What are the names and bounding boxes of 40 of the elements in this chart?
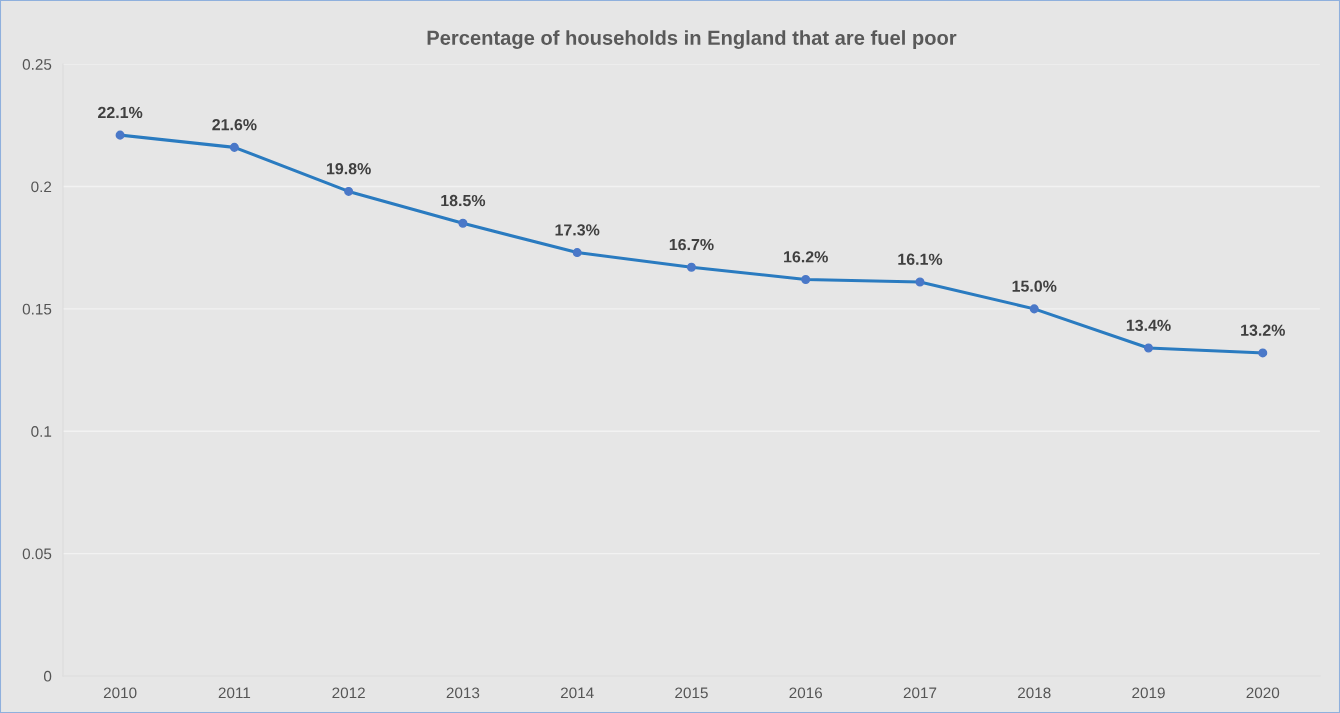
point — [458, 218, 468, 228]
x-tick-label: 2017 — [903, 687, 937, 699]
chart-title: Percentage of households in England that are fuel poor — [427, 30, 957, 49]
data-label: 16.7% — [669, 238, 714, 251]
point — [1029, 304, 1039, 314]
y-tick-label: 0.2 — [31, 181, 52, 193]
data-label: 17.3% — [555, 224, 600, 236]
data-label: 13.4% — [1126, 319, 1171, 331]
point — [801, 274, 811, 285]
y-tick-label: 0 — [43, 670, 52, 682]
data-label: 16.1% — [898, 253, 943, 265]
data-label: 15.0% — [1012, 280, 1057, 292]
x-tick-label: 2013 — [446, 687, 480, 699]
y-tick-label: 0.1 — [31, 426, 52, 437]
data-label: 21.6% — [212, 119, 257, 131]
x-tick-label: 2019 — [1132, 687, 1165, 699]
point — [686, 262, 696, 272]
point — [229, 142, 239, 152]
y-tick-label: 0.15 — [22, 303, 52, 315]
y-tick-label: 0.05 — [22, 548, 52, 560]
data-label: 19.8% — [327, 163, 371, 175]
data-label: 22.1% — [98, 106, 143, 119]
data-label: 18.5% — [441, 194, 486, 207]
x-tick-label: 2014 — [560, 687, 594, 699]
x-tick-label: 2018 — [1018, 687, 1051, 699]
point — [1143, 343, 1154, 353]
data-label: 16.2% — [784, 251, 828, 263]
x-tick-label: 2016 — [789, 687, 823, 699]
point — [115, 130, 125, 140]
x-tick-label: 2012 — [332, 687, 365, 699]
point — [915, 277, 925, 287]
data-label: 13.2% — [1241, 324, 1285, 336]
x-tick-label: 2011 — [218, 687, 251, 699]
point — [1258, 348, 1268, 358]
x-tick-label: 2015 — [675, 687, 708, 699]
y-tick-label: 0.25 — [22, 59, 52, 70]
x-tick-label: 2020 — [1246, 687, 1280, 699]
x-tick-label: 2010 — [103, 687, 137, 699]
point — [344, 186, 354, 196]
point — [572, 248, 582, 258]
